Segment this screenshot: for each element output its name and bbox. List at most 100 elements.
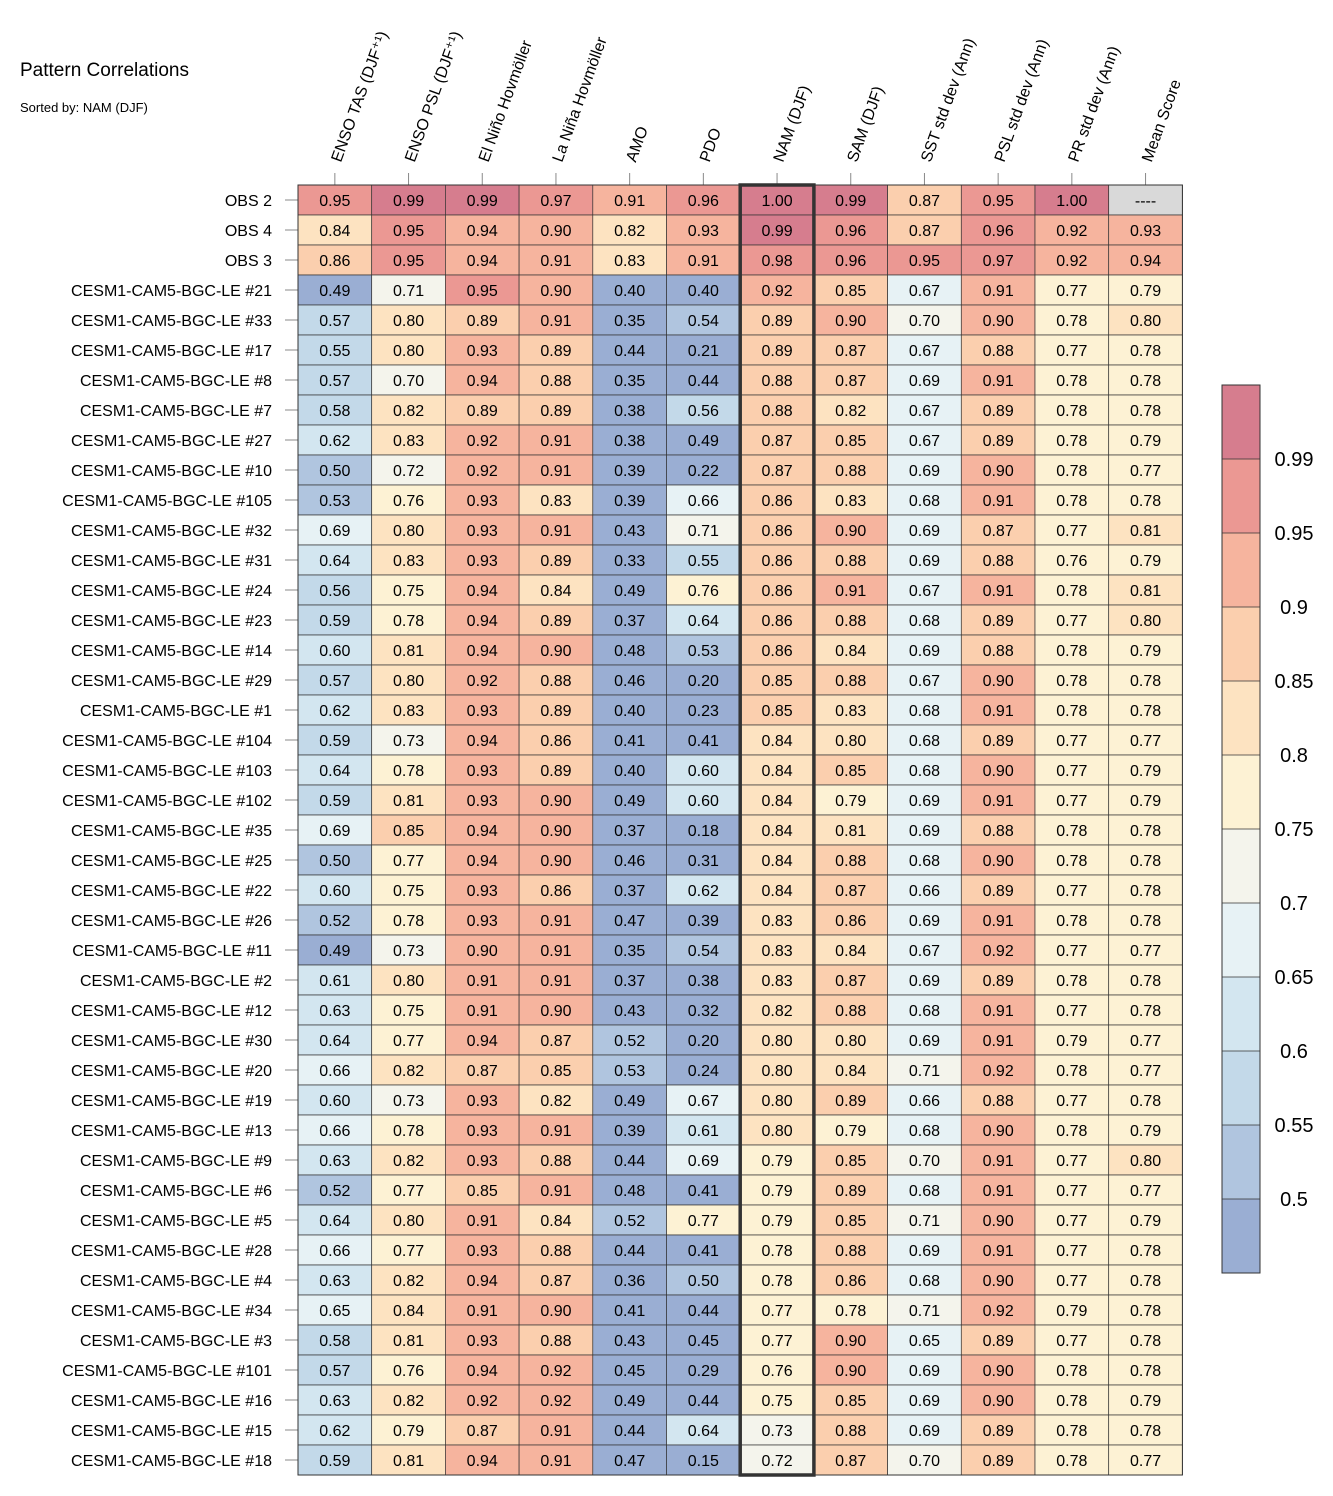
cell-value: 0.93 [688,223,719,240]
cell-value: 0.88 [983,553,1014,570]
cell-value: 0.80 [761,1033,792,1050]
cell-value: 0.79 [1130,763,1161,780]
cell-value: 0.99 [467,193,498,210]
cell-value: 0.41 [614,1303,645,1320]
cell-value: 0.93 [467,1243,498,1260]
cell-value: 0.78 [393,763,424,780]
cell-value: 0.89 [540,613,571,630]
cell-value: 0.85 [835,1153,866,1170]
cell-value: 0.79 [835,793,866,810]
heatmap-cell [1108,1024,1183,1056]
cell-value: 0.84 [393,1303,424,1320]
heatmap-cell [887,904,962,936]
cell-value: 0.86 [540,733,571,750]
heatmap-cell [445,1204,520,1236]
heatmap-cell [592,1024,667,1056]
heatmap-cell [445,634,520,666]
cell-value: 0.77 [1056,793,1087,810]
heatmap-cell [1034,304,1110,336]
heatmap-cell [445,604,520,636]
cell-value: 0.59 [319,1453,350,1470]
cell-value: 0.69 [909,823,940,840]
cell-value: 0.78 [1056,703,1087,720]
row-label: CESM1-CAM5-BGC-LE #6 [80,1183,272,1200]
cell-value: 0.75 [393,583,424,600]
cell-value: 0.68 [909,1123,940,1140]
heatmap-cell [960,874,1036,906]
colorbar-tick-label: 0.65 [1275,967,1314,989]
heatmap-cell [666,1414,741,1446]
row-label: CESM1-CAM5-BGC-LE #17 [71,343,272,360]
heatmap-cell [592,364,667,396]
heatmap-cell [1034,454,1110,486]
cell-value: 0.68 [909,763,940,780]
cell-value: 0.79 [1130,433,1161,450]
row-label: CESM1-CAM5-BGC-LE #21 [71,283,272,300]
cell-value: 0.78 [1056,1123,1087,1140]
cell-value: 0.91 [540,1453,571,1470]
cell-value: 0.37 [614,823,645,840]
heatmap-cell [445,544,520,576]
heatmap-cell [1108,1384,1183,1416]
cell-value: 0.78 [1056,673,1087,690]
cell-value: 0.77 [1130,1183,1161,1200]
heatmap-cell [666,1234,741,1266]
cell-value: 0.91 [983,1153,1014,1170]
cell-value: 0.89 [983,883,1014,900]
cell-value: 0.86 [319,253,350,270]
cell-value: 0.78 [1130,1303,1161,1320]
cell-value: 0.94 [467,823,498,840]
cell-value: 0.92 [761,283,792,300]
column-header: La Niña Hovmöller [550,34,611,164]
cell-value: 0.96 [835,223,866,240]
heatmap-cell [1034,544,1110,576]
cell-value: 0.87 [909,223,940,240]
heatmap-cell [813,844,888,876]
heatmap-cell [371,514,446,546]
heatmap-cell [518,724,594,756]
heatmap-cell [445,1414,520,1446]
heatmap-cell [1034,664,1110,696]
row-label: CESM1-CAM5-BGC-LE #14 [71,643,272,660]
cell-value: 0.58 [319,1333,350,1350]
cell-value: 0.88 [835,463,866,480]
heatmap-cell [960,334,1036,366]
cell-value: 0.82 [614,223,645,240]
cell-value: 0.71 [909,1213,940,1230]
cell-value: 0.79 [1056,1303,1087,1320]
cell-value: 0.94 [467,853,498,870]
heatmap-cell [960,394,1036,426]
cell-value: 0.77 [1056,883,1087,900]
heatmap-cell [445,1354,520,1386]
cell-value: 0.62 [688,883,719,900]
cell-value: 0.59 [319,733,350,750]
heatmap-cell [813,1024,888,1056]
heatmap-cell [739,454,815,486]
cell-value: 0.89 [983,613,1014,630]
cell-value: 0.88 [983,823,1014,840]
heatmap-cell [1108,754,1183,786]
cell-value: 0.84 [835,1063,866,1080]
cell-value: 0.36 [614,1273,645,1290]
row-label: CESM1-CAM5-BGC-LE #7 [80,403,272,420]
heatmap-cell [518,1234,594,1266]
cell-value: 0.41 [688,1243,719,1260]
cell-value: 0.61 [688,1123,719,1140]
heatmap-cell [445,964,520,996]
colorbar-segment [1222,533,1260,607]
heatmap-cell [887,694,962,726]
heatmap-cell [592,1354,667,1386]
cell-value: 0.53 [688,643,719,660]
cell-value: 0.94 [467,223,498,240]
heatmap-cell [666,1324,741,1356]
cell-value: 0.91 [983,1183,1014,1200]
cell-value: 0.39 [614,463,645,480]
cell-value: 0.91 [983,793,1014,810]
heatmap-cell [592,784,667,816]
heatmap-cell [297,634,373,666]
heatmap-cell [813,814,888,846]
heatmap-cell [960,784,1036,816]
cell-value: 0.78 [1056,463,1087,480]
cell-value: 0.91 [540,1423,571,1440]
cell-value: 0.78 [1056,583,1087,600]
